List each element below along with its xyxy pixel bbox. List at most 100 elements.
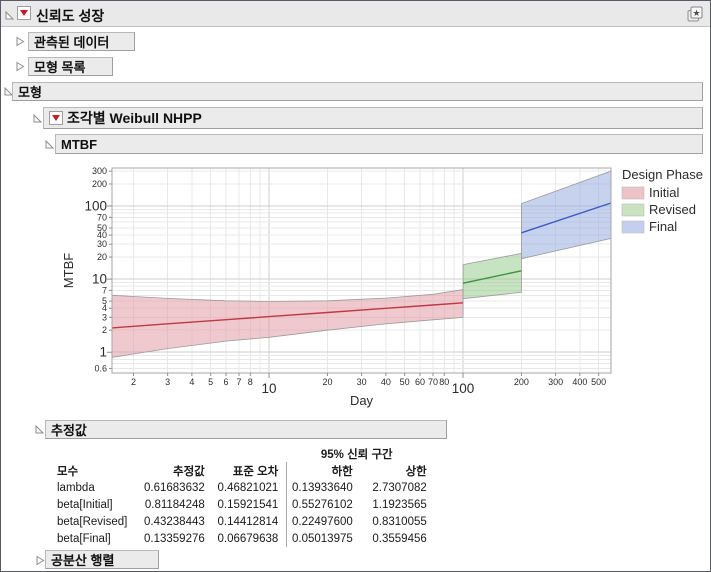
- svg-text:300: 300: [548, 377, 563, 387]
- col-upper: 상한: [405, 465, 427, 478]
- svg-text:200: 200: [92, 179, 107, 189]
- svg-text:1: 1: [99, 345, 107, 360]
- parameter-value: 0.3559456: [372, 532, 427, 545]
- parameter-value: 1.1923565: [372, 498, 427, 511]
- col-estimate: 추정값: [173, 465, 205, 478]
- parameter-value: 0.14412814: [217, 515, 279, 528]
- col-lower: 하한: [286, 462, 353, 479]
- disclosure-closed-icon[interactable]: [14, 36, 25, 47]
- red-triangle-menu-button[interactable]: [17, 6, 31, 20]
- section-covariance-matrix[interactable]: 공분산 행렬: [45, 550, 159, 569]
- disclosure-open-icon[interactable]: [32, 113, 43, 124]
- svg-text:3: 3: [102, 312, 107, 322]
- svg-text:2: 2: [102, 325, 107, 335]
- table-row: beta[Revised] 0.43238443 0.14412814 0.22497…: [57, 513, 427, 530]
- parameter-name: lambda: [57, 481, 95, 494]
- section-label: 공분산 행렬: [51, 553, 115, 568]
- section-models[interactable]: 모형: [12, 82, 703, 101]
- legend-label: Final: [649, 219, 677, 234]
- mtbf-line-revised: [462, 270, 522, 284]
- y-axis-title: MTBF: [61, 253, 76, 288]
- svg-text:50: 50: [97, 223, 107, 233]
- col-std-error: 표준 오차: [232, 465, 279, 478]
- section-label: 추정값: [51, 423, 87, 438]
- legend-swatch-final[interactable]: [621, 220, 645, 234]
- red-triangle-icon: [52, 115, 60, 121]
- bookmark-panel-icon[interactable]: ★: [686, 5, 704, 23]
- legend-title: Design Phase: [622, 167, 703, 182]
- page-title: 신뢰도 성장: [36, 8, 105, 24]
- legend: Design Phase Initial Revised Final: [621, 167, 703, 234]
- section-mtbf[interactable]: MTBF: [55, 134, 703, 154]
- svg-text:8: 8: [248, 377, 253, 387]
- red-triangle-icon: [20, 10, 28, 16]
- confidence-band-initial: [111, 289, 464, 358]
- star-icon: ★: [692, 8, 700, 18]
- svg-text:60: 60: [415, 377, 425, 387]
- parameter-value: 0.81184248: [144, 498, 205, 511]
- svg-text:5: 5: [102, 296, 107, 306]
- parameter-value: 0.22497600: [286, 513, 353, 530]
- parameter-value: 0.06679638: [217, 532, 279, 545]
- parameter-value: 0.13933640: [286, 479, 353, 496]
- disclosure-open-icon[interactable]: [34, 424, 45, 435]
- x-axis: 2 3 4 5 6 7 8 20 30 40 50 60 70 80 200 300 400 500 10 100: [131, 373, 606, 396]
- red-triangle-menu-button[interactable]: [49, 111, 63, 125]
- parameter-value: 0.61683632: [144, 481, 205, 494]
- parameter-value: 0.13359276: [144, 532, 205, 545]
- svg-text:4: 4: [102, 303, 107, 313]
- table-row: beta[Initial] 0.81184248 0.15921541 0.55276…: [57, 496, 427, 513]
- parameter-value: 2.7307082: [372, 481, 427, 494]
- svg-text:30: 30: [357, 377, 367, 387]
- disclosure-open-icon[interactable]: [3, 86, 14, 97]
- legend-swatch-initial[interactable]: [621, 186, 645, 200]
- svg-text:400: 400: [572, 377, 587, 387]
- section-estimates[interactable]: 추정값: [45, 420, 447, 439]
- disclosure-open-icon[interactable]: [44, 139, 55, 150]
- svg-text:50: 50: [400, 377, 410, 387]
- section-model-list[interactable]: 모형 목록: [28, 57, 113, 76]
- parameter-value: 0.43238443: [144, 515, 205, 528]
- section-observed-data[interactable]: 관측된 데이터: [28, 32, 135, 51]
- svg-text:40: 40: [97, 230, 107, 240]
- parameter-value: 0.8310055: [372, 515, 427, 528]
- parameter-value: 0.55276102: [286, 496, 353, 513]
- section-piecewise-weibull-nhpp[interactable]: 조각별 Weibull NHPP: [43, 107, 703, 129]
- svg-text:100: 100: [452, 381, 475, 396]
- parameter-value: 0.05013975: [286, 530, 353, 547]
- svg-text:20: 20: [322, 377, 332, 387]
- disclosure-closed-icon[interactable]: [34, 555, 45, 566]
- parameter-name: beta[Final]: [57, 532, 111, 545]
- legend-label: Initial: [649, 185, 679, 200]
- confidence-band-revised: [462, 252, 522, 300]
- svg-text:70: 70: [97, 212, 107, 222]
- disclosure-closed-icon[interactable]: [14, 61, 25, 72]
- col-parameter: 모수: [57, 465, 79, 478]
- legend-swatch-revised[interactable]: [621, 203, 645, 217]
- parameter-name: beta[Revised]: [57, 515, 128, 528]
- disclosure-open-icon[interactable]: [4, 10, 15, 21]
- table-header-row: 모수 추정값 표준 오차 하한 상한: [57, 462, 427, 479]
- svg-text:3: 3: [165, 377, 170, 387]
- table-row: lambda 0.61683632 0.46821021 0.13933640 2.73…: [57, 479, 427, 496]
- root-outline-header[interactable]: 신뢰도 성장 ★: [1, 1, 710, 27]
- mtbf-line-initial: [111, 302, 464, 329]
- estimates-table-body: lambda 0.61683632 0.46821021 0.13933640 2.73…: [57, 479, 427, 547]
- svg-text:4: 4: [189, 377, 194, 387]
- svg-text:70: 70: [428, 377, 438, 387]
- svg-text:200: 200: [514, 377, 529, 387]
- section-label: MTBF: [61, 136, 98, 152]
- section-label: 관측된 데이터: [34, 35, 110, 50]
- parameter-name: beta[Initial]: [57, 498, 113, 511]
- svg-text:10: 10: [92, 272, 107, 287]
- ci-group-header: 95% 신뢰 구간: [320, 448, 393, 461]
- section-label: 모형: [18, 85, 42, 100]
- x-axis-title: Day: [350, 393, 374, 408]
- svg-text:30: 30: [97, 239, 107, 249]
- parameter-value: 0.15921541: [217, 498, 279, 511]
- svg-text:5: 5: [208, 377, 213, 387]
- svg-text:10: 10: [262, 381, 277, 396]
